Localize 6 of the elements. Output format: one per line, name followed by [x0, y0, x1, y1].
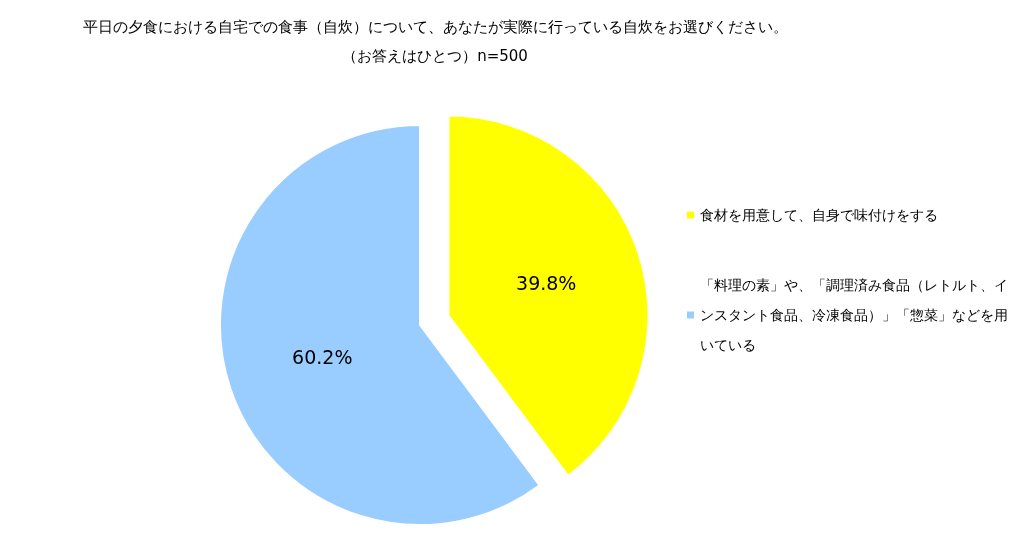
chart-subtitle: （お答えはひとつ）n=500 — [342, 46, 528, 65]
data-label: 60.2% — [292, 346, 353, 369]
chart-title: 平日の夕食における自宅での食事（自炊）について、あなたが実際に行っている自炊をお選びください。 — [82, 17, 788, 36]
data-label: 39.8% — [516, 272, 577, 295]
legend-label: 「料理の素」や、「調理済み食品（レトルト、インスタント食品、冷凍食品）」「惣菜」などを用いている — [700, 277, 1008, 353]
legend-label: 食材を用意して、自身で味付けをする — [700, 207, 938, 223]
